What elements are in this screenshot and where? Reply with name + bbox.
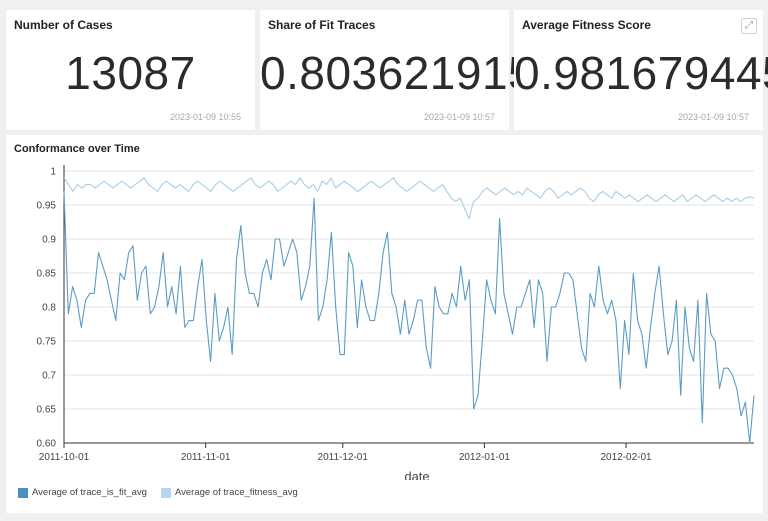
legend-swatch	[18, 487, 28, 498]
kpi-timestamp: 2023-01-09 10:55	[169, 112, 241, 122]
y-tick-label: 0.85	[37, 269, 57, 280]
y-tick-label: 0.8	[42, 303, 56, 314]
chart-card: Conformance over Time 1 0.95 0.9 0.85 0.8 0.7…	[6, 135, 763, 513]
kpi-value: 0.803621915	[260, 47, 535, 99]
kpi-timestamp: 2023-01-09 10:57	[423, 112, 495, 122]
legend-item-fit[interactable]: Average of trace_is_fit_avg	[18, 487, 147, 498]
chart-legend: Average of trace_is_fit_avg Average of t…	[18, 487, 298, 498]
x-tick-label: 2012-01-01	[459, 452, 511, 463]
x-tick-label: 2011-12-01	[318, 452, 369, 463]
y-tick-label: 0.60	[37, 439, 57, 450]
kpi-title: Number of Cases	[14, 18, 113, 32]
kpi-title: Average Fitness Score	[522, 18, 651, 32]
series-line-trace-is-fit	[63, 191, 755, 444]
y-tick-label: 0.7	[42, 371, 56, 382]
legend-item-fitness[interactable]: Average of trace_fitness_avg	[160, 487, 298, 498]
kpi-title: Share of Fit Traces	[268, 18, 376, 32]
y-tick-label: 1	[50, 167, 56, 178]
expand-icon[interactable]: ⤢	[741, 18, 757, 34]
x-tick-label: 2012-02-01	[600, 452, 652, 463]
kpi-timestamp: 2023-01-09 10:57	[677, 112, 749, 122]
x-axis-label: date	[404, 469, 429, 480]
legend-label: Average of trace_fitness_avg	[174, 487, 298, 498]
y-tick-label: 0.65	[37, 405, 57, 416]
x-tick-label: 2011-10-01	[39, 452, 90, 463]
line-chart: 1 0.95 0.9 0.85 0.8 0.75 0.7 0.65 0.60 2011-10-01…	[37, 165, 755, 480]
kpi-value: 0.981679445	[514, 47, 768, 99]
chart-title: Conformance over Time	[14, 143, 140, 155]
kpi-card-cases: Number of Cases 13087 2023-01-09 10:55	[6, 10, 255, 130]
legend-label: Average of trace_is_fit_avg	[32, 487, 147, 498]
kpi-value: 13087	[65, 47, 196, 99]
kpi-card-fitness: Average Fitness Score ⤢ 0.981679445 2023…	[514, 10, 768, 130]
kpi-card-fit-share: Share of Fit Traces 0.803621915 2023-01-…	[260, 10, 535, 130]
y-tick-label: 0.9	[42, 235, 56, 246]
x-tick-label: 2011-11-01	[181, 452, 231, 463]
legend-swatch	[160, 487, 171, 498]
y-tick-label: 0.95	[37, 201, 57, 212]
series-line-trace-fitness	[63, 177, 755, 220]
y-tick-label: 0.75	[37, 337, 57, 348]
